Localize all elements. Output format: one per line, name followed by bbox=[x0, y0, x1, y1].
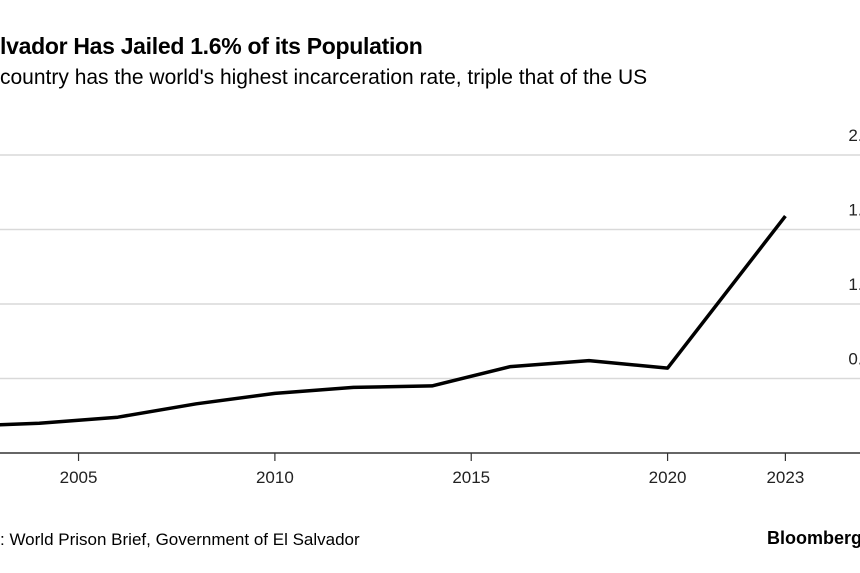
x-tick-label: 2023 bbox=[766, 468, 804, 487]
x-tick-label: 2005 bbox=[60, 468, 98, 487]
source-note: : World Prison Brief, Government of El S… bbox=[0, 530, 360, 549]
x-tick-label: 2015 bbox=[452, 468, 490, 487]
y-tick-label: 1.5 bbox=[848, 201, 860, 220]
chart-subtitle: country has the world's highest incarcer… bbox=[0, 66, 648, 89]
y-tick-label: 1.0 bbox=[848, 275, 860, 294]
y-tick-label: 0.5 bbox=[848, 350, 860, 369]
bloomberg-logo: Bloomberg bbox=[767, 528, 860, 548]
chart-title: lvador Has Jailed 1.6% of its Population bbox=[0, 33, 423, 59]
x-tick-label: 2010 bbox=[256, 468, 294, 487]
x-tick-label: 2020 bbox=[649, 468, 687, 487]
y-tick-label: 2.0 bbox=[848, 126, 860, 145]
series-line bbox=[0, 215, 787, 427]
